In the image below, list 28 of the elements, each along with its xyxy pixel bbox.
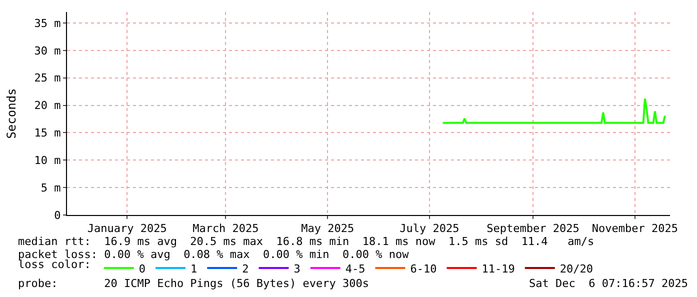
y-tick-label: 35 m <box>34 16 62 30</box>
y-axis-title: Seconds <box>4 88 19 139</box>
legend-label: 2 <box>242 262 249 276</box>
legend-label: 0 <box>138 262 146 276</box>
text: packet loss: 0.00 % avg 0.08 % max 0.00 % min 0.00 % now <box>18 248 410 261</box>
y-tick-label: 5 m <box>40 181 62 194</box>
legend-label: 1 <box>190 262 198 276</box>
x-tick-label: November 2025 <box>592 222 678 236</box>
legend-label: 20/20 <box>560 262 593 276</box>
legend-label: 6-10 <box>410 262 437 276</box>
x-tick-label: September 2025 <box>486 222 580 236</box>
legend-label: 11-19 <box>482 262 515 276</box>
y-tick-label: 15 m <box>34 126 62 140</box>
x-tick-label: July 2025 <box>400 222 460 236</box>
text: Sat Dec 6 07:16:57 2025 <box>529 277 688 290</box>
text: probe: 20 ICMP Echo Pings (56 Bytes) every 300s <box>18 277 369 290</box>
x-tick-label: January 2025 <box>87 222 167 236</box>
y-tick-label: 25 m <box>34 72 62 85</box>
y-tick-label: 0 <box>54 208 61 222</box>
line-series <box>442 98 666 124</box>
x-tick-label: May 2025 <box>301 222 354 236</box>
text: median rtt: 16.9 ms avg 20.5 ms max 16.8 ms min 18.1 ms now 1.5 ms sd 11.4 am/s <box>18 235 594 248</box>
y-tick-label: 30 m <box>34 44 62 58</box>
legend-label: 3 <box>294 262 300 276</box>
x-tick-label: March 2025 <box>192 222 259 236</box>
y-tick-label: 10 m <box>34 154 62 167</box>
y-tick-label: 20 m <box>34 99 62 112</box>
legend-label: 4-5 <box>345 262 366 276</box>
